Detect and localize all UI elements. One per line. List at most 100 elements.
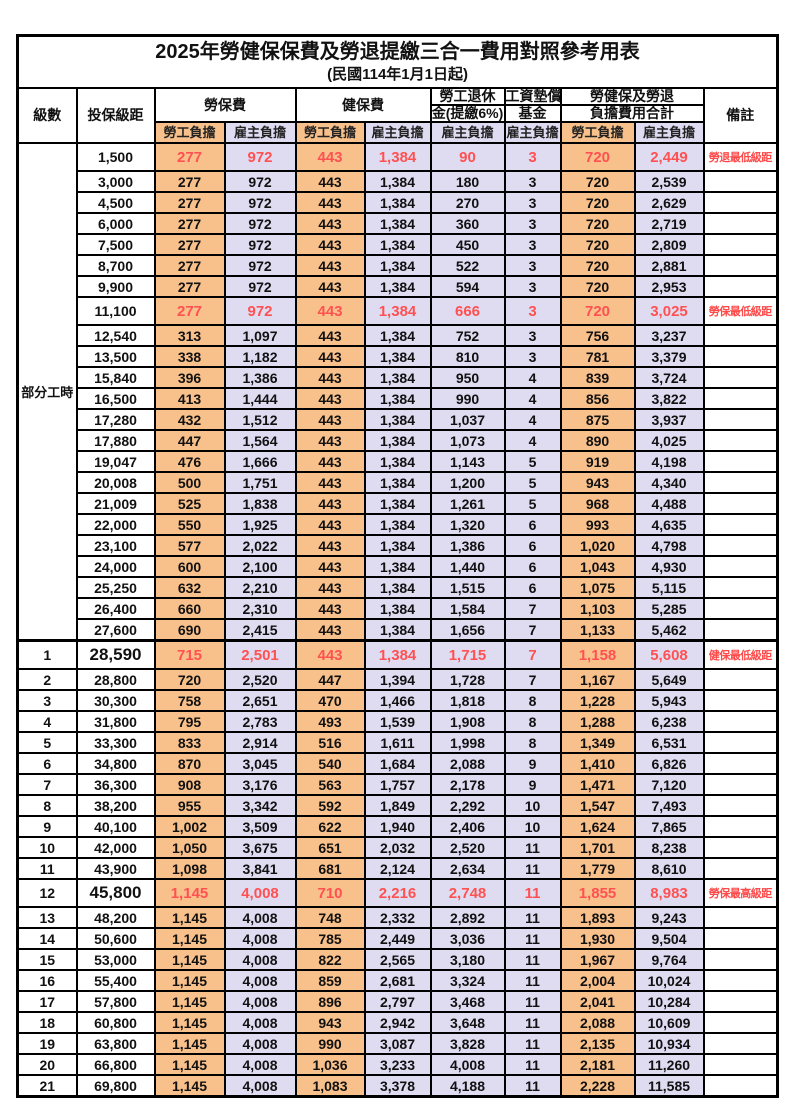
cell-labor-employee: 1,145 (153, 990, 226, 1013)
subheader-total-employer: 雇主負擔 (633, 121, 705, 144)
cell-health-employee: 622 (294, 815, 366, 838)
cell-note (702, 576, 779, 599)
cell-level: 17 (16, 990, 78, 1013)
cell-total-employee: 1,779 (559, 857, 636, 880)
cell-wagefund-employer: 11 (503, 948, 562, 971)
cell-labor-employer: 1,666 (223, 450, 297, 473)
cell-health-employer: 1,611 (363, 731, 432, 754)
cell-pension-employer: 1,908 (429, 710, 506, 733)
cell-labor-employer: 2,501 (223, 639, 297, 670)
cell-pension-employer: 270 (429, 191, 506, 214)
subheader-total-employee: 勞工負擔 (559, 121, 636, 144)
cell-health-employee: 785 (294, 927, 366, 950)
cell-total-employee: 2,088 (559, 1011, 636, 1034)
header-total-line2: 負擔費用合計 (559, 104, 705, 123)
cell-wagefund-employer: 11 (503, 1032, 562, 1055)
cell-labor-employee: 908 (153, 773, 226, 796)
cell-health-employee: 447 (294, 668, 366, 691)
cell-note (702, 710, 779, 733)
cell-labor-employee: 277 (153, 275, 226, 298)
cell-note (702, 387, 779, 410)
cell-wagefund-employer: 3 (503, 324, 562, 347)
cell-note (702, 689, 779, 712)
cell-labor-employer: 3,509 (223, 815, 297, 838)
cell-bracket: 9,900 (75, 275, 156, 298)
cell-level: 1 (16, 639, 78, 670)
cell-total-employee: 1,349 (559, 731, 636, 754)
cell-health-employee: 443 (294, 513, 366, 536)
cell-note: 勞保最高級距 (702, 878, 779, 908)
cell-bracket: 50,600 (75, 927, 156, 950)
cell-health-employer: 1,394 (363, 668, 432, 691)
cell-labor-employee: 396 (153, 366, 226, 389)
cell-bracket: 22,000 (75, 513, 156, 536)
table-row: 20,008 500 1,751 443 1,384 1,200 5 943 4,340 (18, 471, 779, 494)
table-row: 10 42,000 1,050 3,675 651 2,032 2,520 11 1,701 8,… (16, 836, 779, 859)
cell-pension-employer: 2,406 (429, 815, 506, 838)
cell-pension-employer: 4,188 (429, 1074, 506, 1098)
cell-total-employee: 1,547 (559, 794, 636, 817)
cell-labor-employer: 2,310 (223, 597, 297, 620)
cell-bracket: 28,800 (75, 668, 156, 691)
cell-health-employee: 443 (294, 534, 366, 557)
cell-health-employer: 2,216 (363, 878, 432, 908)
table-row: 4 31,800 795 2,783 493 1,539 1,908 8 1,288 6,238 (16, 710, 779, 733)
cell-health-employee: 563 (294, 773, 366, 796)
cell-pension-employer: 2,178 (429, 773, 506, 796)
cell-level: 3 (16, 689, 78, 712)
cell-pension-employer: 180 (429, 170, 506, 193)
cell-health-employer: 1,384 (363, 576, 432, 599)
cell-pension-employer: 4,008 (429, 1053, 506, 1076)
cell-health-employee: 822 (294, 948, 366, 971)
cell-pension-employer: 2,748 (429, 878, 506, 908)
cell-labor-employer: 4,008 (223, 948, 297, 971)
cell-labor-employer: 2,210 (223, 576, 297, 599)
cell-total-employee: 1,133 (559, 618, 636, 642)
cell-health-employer: 1,384 (363, 296, 432, 326)
cell-note (702, 857, 779, 880)
header-pension-line1: 勞工退休 (429, 87, 506, 106)
cell-health-employee: 443 (294, 597, 366, 620)
table-row: 19 63,800 1,145 4,008 990 3,087 3,828 11 2,135 10… (16, 1032, 779, 1055)
cell-note (702, 1032, 779, 1055)
header-pension-line2: 金(提繳6%) (429, 104, 506, 123)
cell-level: 13 (16, 906, 78, 929)
cell-labor-employer: 1,751 (223, 471, 297, 494)
cell-total-employer: 4,025 (633, 429, 705, 452)
table-row: 部分工時 1,500 277 972 443 1,384 90 3 720 2,449 勞退最低級距 (16, 142, 779, 642)
cell-bracket: 17,880 (75, 429, 156, 452)
cell-wagefund-employer: 9 (503, 752, 562, 775)
cell-note (702, 450, 779, 473)
cell-pension-employer: 1,261 (429, 492, 506, 515)
cell-level: 11 (16, 857, 78, 880)
cell-health-employer: 2,681 (363, 969, 432, 992)
table-row: 11 43,900 1,098 3,841 681 2,124 2,634 11 1,779 8,… (16, 857, 779, 880)
cell-total-employee: 720 (559, 275, 636, 298)
cell-bracket: 1,500 (75, 142, 156, 172)
cell-note (702, 731, 779, 754)
table-row: 13,500 338 1,182 443 1,384 810 3 781 3,379 (18, 345, 779, 368)
cell-note (702, 534, 779, 557)
cell-wagefund-employer: 4 (503, 387, 562, 410)
cell-health-employee: 443 (294, 555, 366, 578)
cell-pension-employer: 450 (429, 233, 506, 256)
cell-bracket: 17,280 (75, 408, 156, 431)
reference-sheet: 2025年勞健保保費及勞退提繳三合一費用對照參考用表 (民國114年1月1日起)… (16, 34, 780, 1098)
cell-total-employer: 2,629 (633, 191, 705, 214)
cell-wagefund-employer: 3 (503, 254, 562, 277)
cell-total-employer: 8,238 (633, 836, 705, 859)
cell-health-employer: 1,384 (363, 429, 432, 452)
cell-bracket: 55,400 (75, 969, 156, 992)
table-row: 20 66,800 1,145 4,008 1,036 3,233 4,008 11 2,181… (16, 1053, 779, 1076)
cell-health-employer: 1,684 (363, 752, 432, 775)
cell-wagefund-employer: 3 (503, 275, 562, 298)
cell-health-employer: 1,384 (363, 492, 432, 515)
cell-note: 健保最低級距 (702, 639, 779, 670)
cell-labor-employee: 720 (153, 668, 226, 691)
cell-total-employee: 1,103 (559, 597, 636, 620)
cell-note (702, 668, 779, 691)
table-row: 9,900 277 972 443 1,384 594 3 720 2,953 (18, 275, 779, 298)
cell-bracket: 60,800 (75, 1011, 156, 1034)
cell-total-employer: 5,608 (633, 639, 705, 670)
cell-total-employee: 1,075 (559, 576, 636, 599)
